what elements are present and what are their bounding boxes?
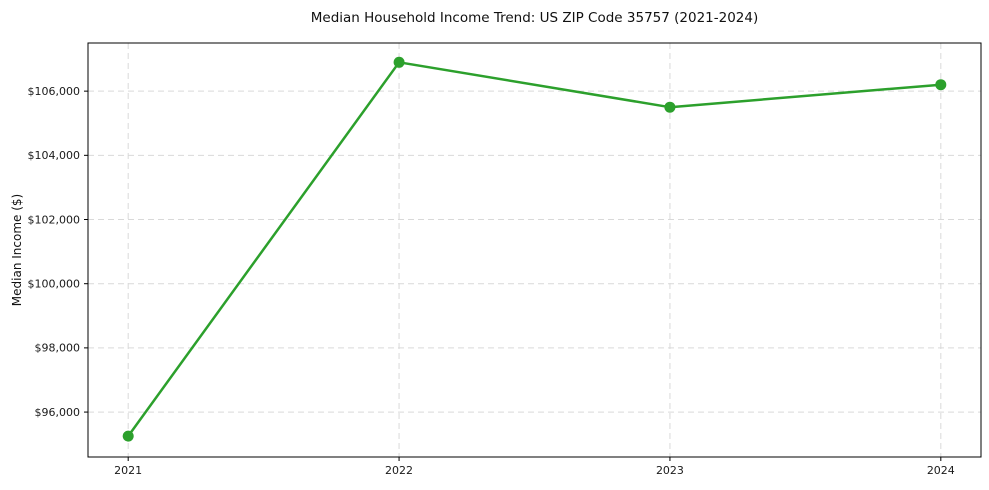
y-tick-label: $106,000 [28,85,81,98]
data-point [122,430,134,442]
data-point [664,101,676,113]
y-tick-label: $98,000 [35,342,81,355]
y-tick-label: $104,000 [28,149,81,162]
chart-title: Median Household Income Trend: US ZIP Co… [310,10,759,26]
plot-border [87,42,982,458]
y-tick-label: $102,000 [28,213,81,226]
trend-line [126,61,943,438]
y-tick-label: $100,000 [28,277,81,290]
x-tick-label: 2023 [656,464,684,477]
x-tick-label: 2024 [927,464,955,477]
data-point [393,56,405,68]
x-tick-label: 2021 [114,464,142,477]
y-tick-label: $96,000 [35,406,81,419]
data-point [935,79,947,91]
x-tick-label: 2022 [385,464,413,477]
